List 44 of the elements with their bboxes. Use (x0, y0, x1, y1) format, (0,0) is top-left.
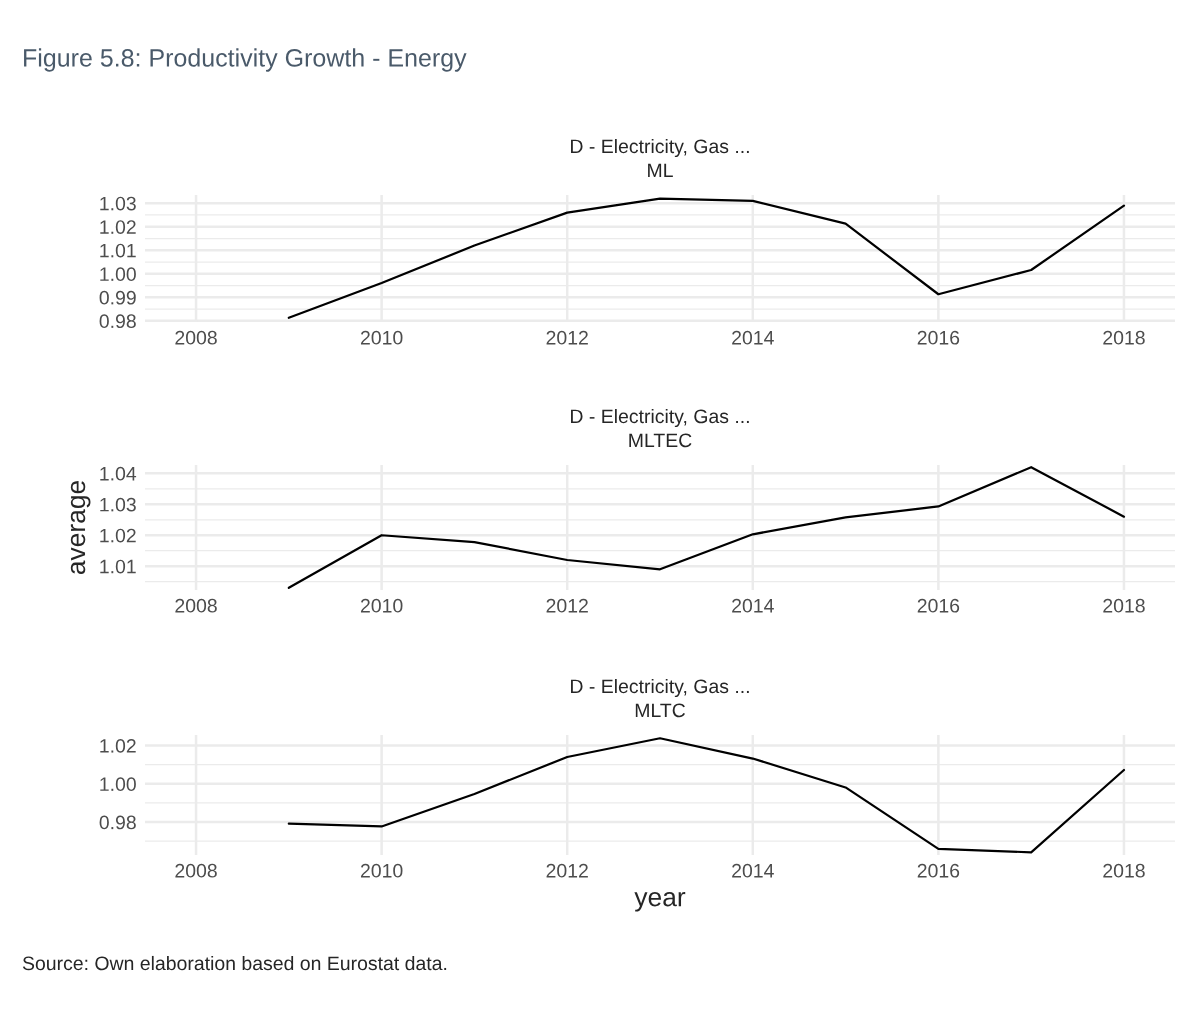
chart-title: D - Electricity, Gas ... (571, 408, 749, 428)
x-tick-label: 2018 (1103, 863, 1145, 878)
x-tick-label: 2010 (360, 863, 403, 878)
chart-title: D - Electricity, Gas ... (571, 138, 749, 158)
chart-subtitle: MLTC (635, 703, 686, 718)
y-axis-title: average (70, 480, 91, 575)
x-tick-label: 2016 (917, 598, 960, 613)
y-tick-label: 1.02 (100, 738, 136, 753)
y-tick-label: 1.03 (100, 497, 136, 512)
y-tick-label: 1.02 (100, 528, 136, 543)
x-tick-label: 2012 (546, 863, 588, 878)
caption: Figure 5.8: Productivity Growth - Energy (24, 48, 467, 72)
y-tick-label: 0.98 (99, 815, 136, 830)
x-tick-label: 2014 (732, 598, 774, 613)
x-tick-label: 2008 (175, 330, 217, 345)
x-tick-label: 2008 (175, 598, 217, 613)
x-tick-label: 2012 (546, 598, 588, 613)
line-series (287, 466, 1126, 589)
chart-title: D - Electricity, Gas ... (571, 678, 749, 698)
x-tick-label: 2014 (732, 330, 774, 345)
y-tick-label: 1.01 (100, 559, 136, 574)
y-tick-label: 1.04 (100, 466, 137, 481)
x-tick-label: 2008 (175, 863, 217, 878)
y-tick-label: 1.00 (100, 777, 136, 792)
y-tick-label: 1.01 (100, 243, 136, 258)
x-tick-label: 2012 (546, 330, 588, 345)
y-tick-label: 0.99 (99, 290, 136, 305)
y-tick-label: 1.03 (100, 196, 136, 211)
chart-subtitle: ML (648, 163, 673, 178)
x-tick-label: 2018 (1103, 598, 1145, 613)
x-axis-title: year (634, 891, 686, 912)
x-tick-label: 2016 (917, 330, 960, 345)
source-note: Source: Own elaboration based on Eurostat data. (22, 955, 447, 971)
chart-subtitle: MLTEC (629, 433, 692, 448)
x-tick-label: 2010 (360, 598, 403, 613)
line-series (287, 737, 1126, 854)
x-tick-label: 2010 (360, 330, 403, 345)
y-tick-label: 1.02 (100, 220, 136, 234)
x-tick-label: 2016 (917, 863, 960, 878)
line-series (287, 197, 1126, 319)
y-tick-label: 1.00 (100, 267, 136, 282)
x-tick-label: 2014 (732, 863, 774, 878)
x-tick-label: 2018 (1103, 330, 1145, 345)
y-tick-label: 0.98 (99, 314, 136, 329)
